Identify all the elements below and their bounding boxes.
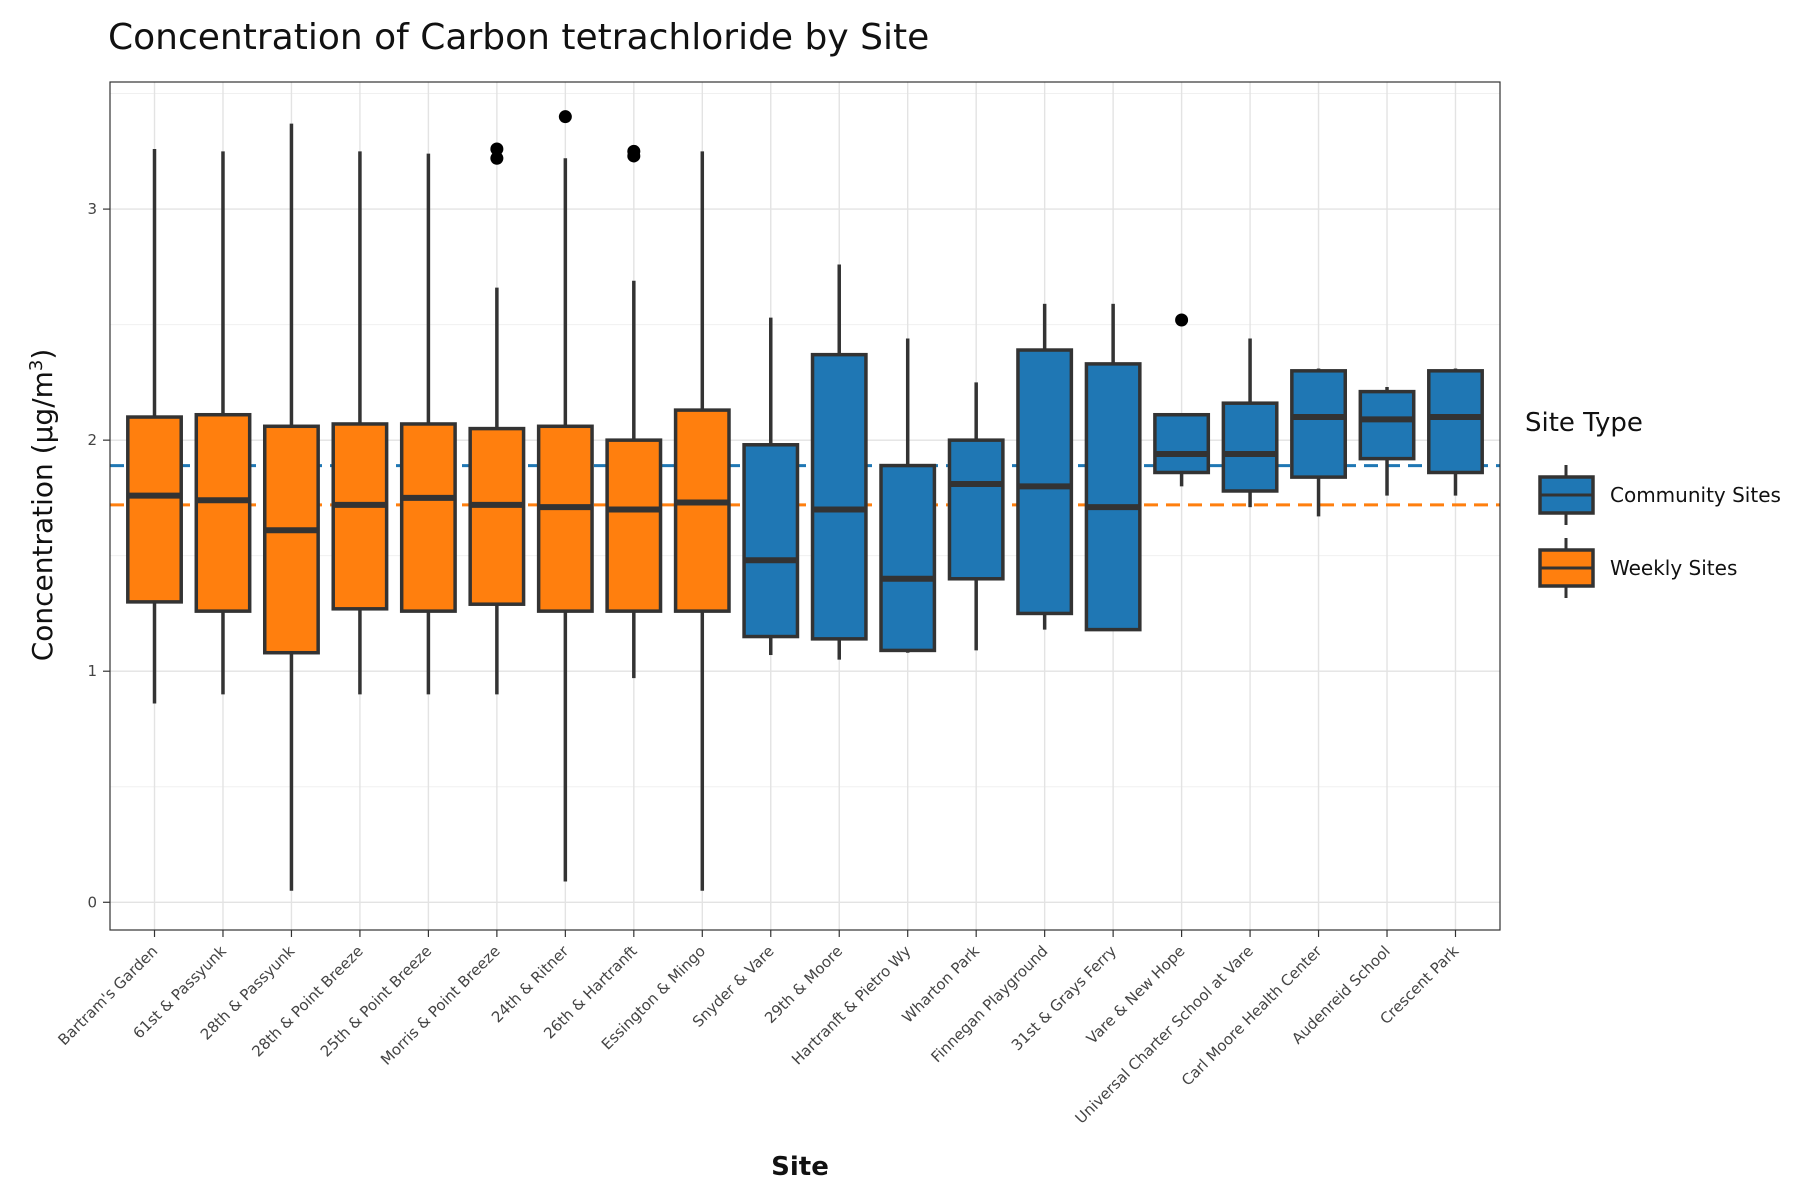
legend-item: Community Sites <box>1538 465 1781 525</box>
box-group <box>126 149 183 704</box>
box <box>742 443 800 639</box>
y-axis: 0 1 2 3 <box>87 200 110 911</box>
box-group <box>673 151 731 891</box>
chart-title: Concentration of Carbon tetrachloride by… <box>108 17 929 58</box>
y-tick-label: 2 <box>87 431 97 449</box>
x-tick-label: 25th & Point Breeze <box>317 942 435 1060</box>
box-group <box>810 264 868 660</box>
box <box>1427 369 1484 475</box>
box-group <box>399 153 457 695</box>
box <box>262 424 320 655</box>
y-tick-label: 1 <box>87 662 97 680</box>
box <box>947 438 1005 581</box>
outlier-point <box>627 144 641 158</box>
x-tick-label: Hartranft & Pietro Wy <box>788 942 914 1068</box>
box <box>126 415 183 604</box>
x-tick-label: Finnegan Playground <box>928 942 1052 1066</box>
box <box>1221 401 1279 493</box>
legend-item: Weekly Sites <box>1538 538 1737 598</box>
box <box>879 463 937 653</box>
box <box>331 422 389 611</box>
legend-label: Community Sites <box>1610 483 1781 507</box>
box <box>1016 348 1074 616</box>
box-group <box>1358 387 1416 496</box>
outlier-point <box>1175 313 1189 327</box>
box-group <box>194 151 252 695</box>
box <box>399 422 457 613</box>
box <box>810 352 868 641</box>
box-group <box>1084 303 1142 632</box>
box-group <box>947 382 1005 651</box>
box <box>1290 369 1348 479</box>
x-tick-label: Carl Moore Health Center <box>1178 942 1326 1090</box>
x-axis-title: Site <box>771 1152 829 1182</box>
outlier-point <box>490 151 504 165</box>
box <box>605 438 663 613</box>
box-group <box>1427 368 1484 496</box>
box-group <box>468 142 526 695</box>
box <box>1358 389 1416 461</box>
box-group <box>1153 313 1211 487</box>
box-group <box>1290 368 1348 517</box>
plot-panel-border <box>109 81 1501 931</box>
box-group <box>331 151 389 695</box>
box-group <box>262 123 320 891</box>
legend: Site Type Community Sites Weekly Sites <box>1525 408 1781 598</box>
x-tick-label: 28th & Point Breeze <box>248 942 366 1060</box>
y-axis-title: Concentration (µg/m3) <box>26 349 59 662</box>
box-group <box>605 144 663 679</box>
box <box>536 424 594 613</box>
boxplots <box>126 110 1484 891</box>
box-group <box>742 317 800 656</box>
box <box>194 412 252 613</box>
outlier-point <box>558 110 572 124</box>
x-tick-label: Morris & Point Breeze <box>377 942 504 1069</box>
y-tick-label: 0 <box>87 893 97 911</box>
box-group <box>1016 303 1074 630</box>
box <box>673 408 731 613</box>
box-group <box>536 110 594 882</box>
y-tick-label: 3 <box>87 200 97 218</box>
box-group <box>1221 338 1279 508</box>
legend-label: Weekly Sites <box>1610 556 1737 580</box>
outlier-point <box>490 142 504 156</box>
legend-title: Site Type <box>1525 408 1643 438</box>
box <box>1084 362 1142 632</box>
box-group <box>879 338 937 653</box>
box <box>1153 412 1211 475</box>
box <box>468 426 526 606</box>
